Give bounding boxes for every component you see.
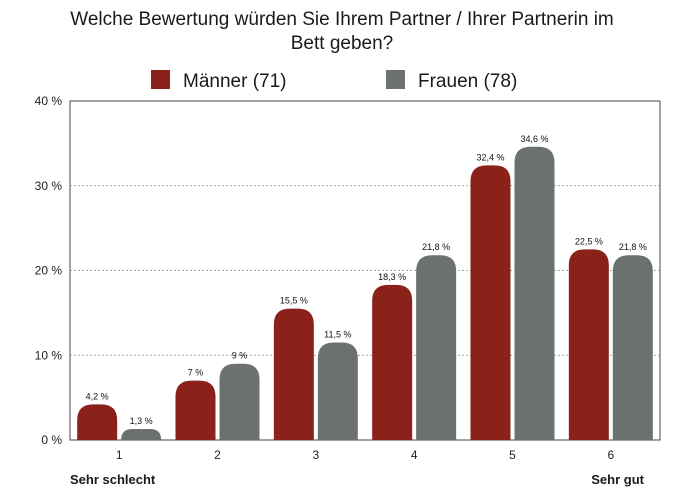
- x-tick-label: 6: [607, 448, 614, 462]
- legend-label-maenner: Männer (71): [183, 71, 287, 92]
- data-label: 1,3 %: [130, 416, 153, 426]
- legend-swatch-maenner: [151, 70, 170, 89]
- chart-title-line-2: Bett geben?: [290, 33, 394, 54]
- y-tick-label: 10 %: [35, 348, 63, 362]
- bar-maenner: [470, 165, 511, 440]
- data-label: 21,8 %: [422, 242, 450, 252]
- x-tick-label: 5: [509, 448, 516, 462]
- data-label: 15,5 %: [280, 296, 308, 306]
- data-label: 4,2 %: [86, 391, 109, 401]
- y-tick-label: 30 %: [35, 179, 63, 193]
- data-label: 34,6 %: [520, 134, 548, 144]
- x-tick-label: 4: [411, 448, 418, 462]
- data-label: 32,4 %: [476, 152, 504, 162]
- x-end-label-left: Sehr schlecht: [70, 472, 156, 487]
- legend-swatch-frauen: [386, 70, 405, 89]
- chart-title-line-1: Welche Bewertung würden Sie Ihrem Partne…: [70, 9, 614, 30]
- plot-area: 0 % 10 % 20 % 30 % 40 % 4,2 % 1,3 % 1 7 % 9 % 2 15,…: [35, 94, 661, 462]
- x-tick-label: 1: [116, 448, 123, 462]
- y-tick-label: 20 %: [35, 264, 63, 278]
- legend: Männer (71) Frauen (78): [151, 70, 517, 92]
- bar-maenner: [175, 380, 216, 440]
- bar-frauen: [416, 255, 457, 440]
- data-label: 21,8 %: [619, 242, 647, 252]
- x-tick-label: 3: [312, 448, 319, 462]
- legend-label-frauen: Frauen (78): [418, 71, 517, 92]
- chart-title: Welche Bewertung würden Sie Ihrem Partne…: [0, 8, 684, 56]
- x-tick-label: 2: [214, 448, 221, 462]
- x-end-label-right: Sehr gut: [591, 472, 644, 487]
- data-label: 7 %: [188, 368, 204, 378]
- data-label: 11,5 %: [324, 330, 351, 340]
- data-label: 22,5 %: [575, 236, 603, 246]
- bar-maenner: [568, 249, 609, 440]
- data-label: 9 %: [232, 351, 248, 361]
- y-tick-label: 0 %: [41, 433, 62, 447]
- bar-maenner: [372, 284, 413, 440]
- bar-maenner: [77, 404, 118, 440]
- bar-frauen: [514, 146, 555, 440]
- bar-frauen: [121, 428, 162, 440]
- bar-frauen: [612, 255, 653, 440]
- data-label: 18,3 %: [378, 272, 406, 282]
- bar-frauen: [219, 363, 260, 440]
- bar-maenner: [273, 308, 314, 440]
- y-tick-label: 40 %: [35, 94, 63, 108]
- bar-frauen: [317, 342, 358, 440]
